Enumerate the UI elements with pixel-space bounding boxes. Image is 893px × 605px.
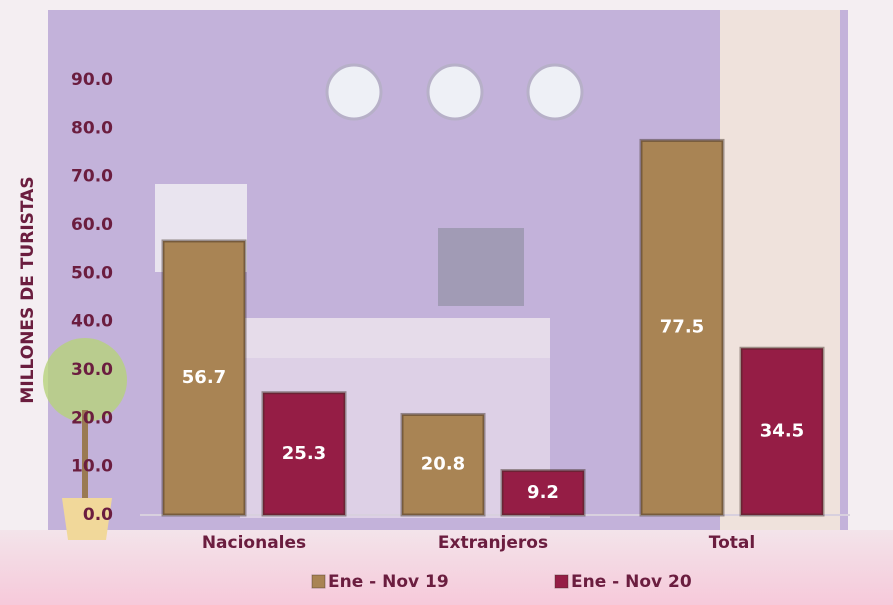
y-tick-label: 40.0	[71, 312, 113, 332]
legend-label: Ene - Nov 20	[571, 572, 692, 592]
y-tick-label: 20.0	[71, 408, 113, 428]
value-label: 56.7	[182, 367, 226, 388]
y-tick-label: 30.0	[71, 360, 113, 380]
y-axis-label: MILLONES DE TURISTAS	[18, 176, 38, 403]
y-tick-label: 50.0	[71, 263, 113, 283]
y-tick-label: 70.0	[71, 167, 113, 187]
chart: MILLONES DE TURISTAS 0.0 10.0 20.0 30.0 40.0…	[0, 0, 893, 605]
x-tick-label: Total	[709, 533, 755, 553]
x-tick-label: Extranjeros	[438, 533, 548, 553]
y-tick-label: 0.0	[83, 505, 113, 525]
legend-label: Ene - Nov 19	[328, 572, 449, 592]
legend-marker	[312, 575, 325, 588]
value-label: 25.3	[282, 443, 326, 464]
x-tick-label: Nacionales	[202, 533, 306, 553]
y-tick-label: 80.0	[71, 118, 113, 138]
y-tick-label: 10.0	[71, 457, 113, 477]
legend-marker	[555, 575, 568, 588]
value-label: 77.5	[660, 317, 704, 338]
y-tick-label: 90.0	[71, 70, 113, 90]
value-label: 20.8	[421, 454, 465, 475]
value-label: 34.5	[760, 421, 804, 442]
value-label: 9.2	[527, 482, 559, 503]
y-tick-label: 60.0	[71, 215, 113, 235]
